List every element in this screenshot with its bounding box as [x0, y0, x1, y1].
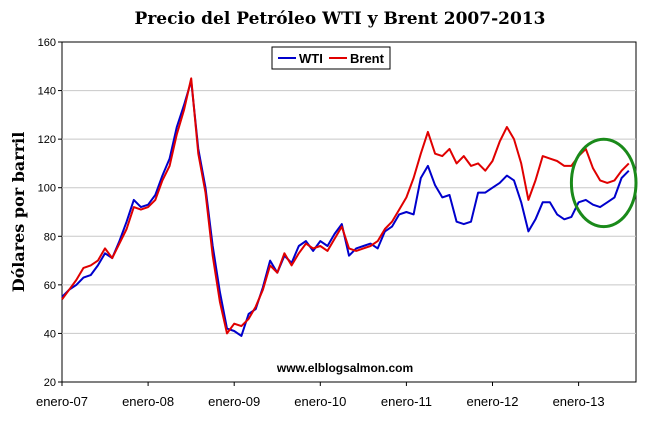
- plot-area: [61, 41, 637, 383]
- x-tick-label: enero-08: [122, 394, 174, 409]
- y-tick-label: 40: [44, 328, 56, 340]
- y-tick-label: 100: [38, 183, 56, 195]
- y-axis-label: Dólares por barril: [9, 132, 28, 293]
- source-annotation: www.elblogsalmon.com: [276, 361, 413, 375]
- legend: WTI Brent: [271, 46, 391, 70]
- y-axis-ticks: 20 40 60 80 100 120 140 160: [38, 37, 62, 389]
- y-tick-label: 80: [44, 231, 56, 243]
- x-tick-label: enero-13: [553, 394, 605, 409]
- x-tick-label: enero-12: [466, 394, 518, 409]
- legend-brent-label: Brent: [350, 51, 385, 66]
- x-tick-label: enero-09: [208, 394, 260, 409]
- x-tick-label: enero-07: [36, 394, 88, 409]
- y-tick-label: 60: [44, 280, 56, 292]
- x-tick-label: enero-11: [381, 394, 432, 409]
- y-tick-label: 20: [44, 377, 56, 389]
- series-line-brent: [61, 77, 630, 335]
- y-tick-label: 120: [38, 134, 56, 146]
- chart-title: Precio del Petróleo WTI y Brent 2007-201…: [135, 9, 546, 29]
- y-tick-label: 140: [38, 86, 56, 98]
- legend-wti-label: WTI: [299, 51, 323, 66]
- x-tick-label: enero-10: [294, 394, 346, 409]
- highlight-ellipse: [569, 137, 638, 229]
- x-axis-ticks: enero-07 enero-08 enero-09 enero-10 enero-11…: [36, 382, 605, 409]
- series-lines: [61, 77, 630, 337]
- y-tick-label: 160: [38, 37, 56, 49]
